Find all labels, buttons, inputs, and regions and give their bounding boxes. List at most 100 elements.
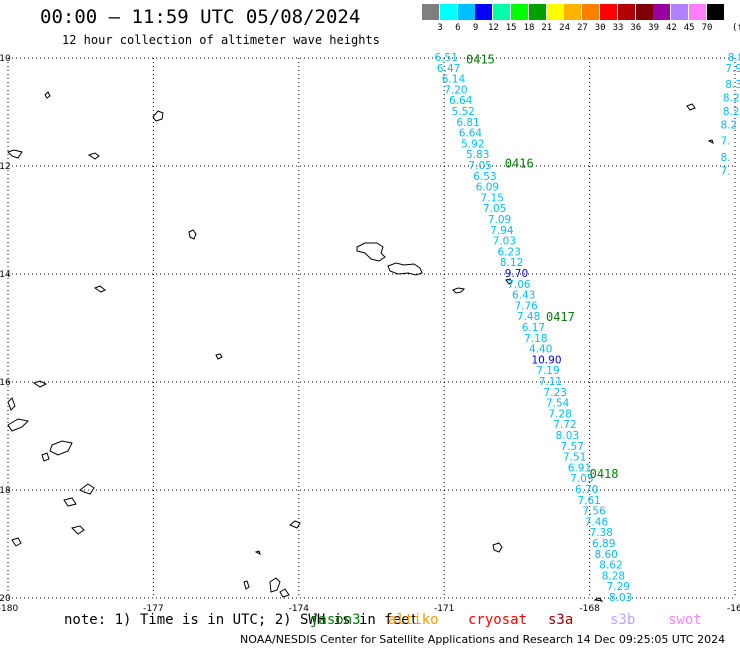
legend-label: 3 [437,23,443,33]
swh-value-label: 8.2 [723,93,740,105]
legend-label: 42 [665,23,677,33]
swh-value-label: 6.17 [522,322,545,334]
mission-s3a: s3a [548,612,574,628]
swh-value-label: 5.83 [466,149,489,161]
pass-time-label: 0417 [546,310,575,324]
swh-value-label: 6.70 [575,484,598,496]
swh-tracks: 6.516.476.147.206.645.526.816.645.925.83… [435,52,740,604]
island-small-9 [492,542,503,553]
mission-cryosat: cryosat [468,612,528,628]
axis-labels: -10 -12 -14 -16 -18 -20-180 -177 -174 -171 -168 -1… [0,54,740,614]
legend-unit: (ft) [732,23,740,33]
fiji-cluster-8 [32,380,48,388]
y-tick-label: -10 [0,54,11,64]
legend-label: 18 [523,23,535,33]
footer-credit: NOAA/NESDIS Center for Satellite Applica… [240,633,726,646]
legend-swatch [475,4,493,20]
swh-value-label: 7. [720,136,730,148]
legend-label: 27 [576,23,588,33]
tonga-cluster-3 [279,588,290,598]
tonga-cluster-1 [289,520,301,529]
legend-label: 24 [559,23,571,33]
mission-altiko: altiko [388,612,439,628]
swh-value-label: 6.53 [473,171,496,183]
x-tick-label: -171 [434,604,454,614]
swh-value-label: 7.56 [582,506,606,518]
legend-swatch [600,4,617,20]
mission-swot: swot [668,612,702,628]
coastlines [7,91,714,602]
legend-swatch [422,4,439,20]
swh-value-label: 8.12 [500,257,523,269]
fiji-cluster-4 [63,497,77,507]
x-tick-label: -174 [289,604,310,614]
swh-value-label: 6.51 [435,52,458,64]
swh-value-label: 8. [720,152,730,164]
fiji-cluster-6 [71,525,85,535]
legend-label: 39 [648,23,660,33]
island-samoa-upolu [356,242,386,262]
swh-value-label: 7.11 [539,376,562,388]
legend-label: 6 [455,23,461,33]
swh-value-label: 6.47 [437,63,460,75]
swh-value-label: 8.2 [723,106,740,118]
swh-value-label: 7.06 [507,279,531,291]
island-small-10 [593,597,604,602]
swh-value-label: 6.64 [449,95,473,107]
legend-label: 36 [630,23,642,33]
swh-value-label: 5.52 [451,106,474,118]
legend-swatch [511,4,528,20]
fiji-cluster-1 [7,418,30,432]
swh-value-label: 6.23 [498,246,521,258]
legend-swatch [582,4,600,20]
swh-value-label: 6.14 [442,74,466,86]
fiji-cluster-9 [41,452,50,462]
legend-swatch [546,4,564,20]
legend-label: 15 [505,23,517,33]
swh-value-label: 8.86 [728,52,740,64]
legend-swatch [671,4,689,20]
legend-label: 12 [487,23,499,33]
swh-value-label: 7.94 [490,225,514,237]
legend-swatch [635,4,653,20]
legend-swatch [617,4,635,20]
swh-value-label: 7. [720,165,730,177]
swh-value-label: 6.81 [456,117,479,129]
map-title: 00:00 – 11:59 UTC 05/08/2024 [40,6,361,28]
swh-value-label: 8.2 [720,120,737,132]
swh-value-label: 7.18 [524,333,547,345]
y-tick-label: -18 [0,486,11,496]
island-small-4 [188,229,197,240]
island-small-11 [686,103,696,111]
swh-value-label: 7.57 [561,441,584,453]
note-text: note: 1) Time is in UTC; 2) SWH is in fe… [64,612,419,628]
map-subtitle: 12 hour collection of altimeter wave hei… [62,33,380,47]
tonga-cluster-6 [215,353,223,360]
legend-swatch [439,4,457,20]
swh-value-label: 7.38 [590,527,613,539]
swh-value-label: 7.96 [725,63,740,75]
swh-value-label: 6.89 [592,538,615,550]
swh-value-label: 8.60 [594,549,617,561]
tonga-cluster-5 [254,550,261,555]
y-tick-label: -16 [0,378,11,388]
legend-swatch [493,4,511,20]
swh-value-label: 6.09 [476,182,499,194]
island-small-8 [87,152,100,160]
swh-value-label: 7.29 [607,581,630,593]
legend-swatch [706,4,724,20]
island-small-3 [152,110,164,122]
swh-value-label: 7.19 [536,365,559,377]
island-small-12 [707,139,714,144]
swh-value-label: 8.3 [725,79,740,91]
legend-label: 30 [594,23,606,33]
legend-swatch [457,4,475,20]
tonga-cluster-4 [243,580,250,590]
pass-time-label: 0416 [505,156,534,170]
fiji-cluster-3 [7,397,16,411]
swh-value-label: 10.90 [531,354,561,366]
island-small-5 [93,285,106,293]
y-tick-label: -20 [0,594,11,604]
